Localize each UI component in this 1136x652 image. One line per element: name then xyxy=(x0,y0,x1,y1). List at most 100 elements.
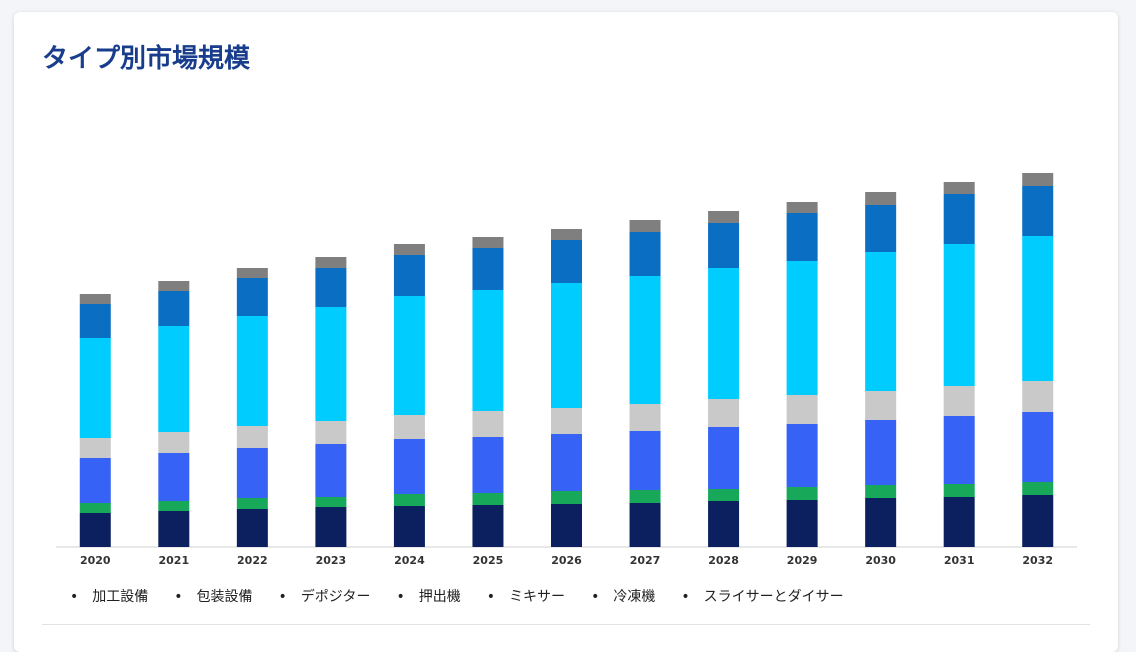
bar-segment xyxy=(158,432,190,453)
page: タイプ別市場規模 加工設備 包装設備 デポジター 押出機 ミキサー 冷凍機 スライサーとダイ… xyxy=(0,0,1136,633)
bar-segment xyxy=(315,507,347,547)
legend-entry: 包装設備 xyxy=(174,586,253,606)
bar-segment xyxy=(551,240,582,283)
bar-segment xyxy=(393,506,425,547)
bar-segment xyxy=(79,513,111,547)
bar-segment xyxy=(1022,186,1054,236)
bar-segment xyxy=(472,437,504,493)
x-tick-label: 2026 xyxy=(551,554,582,567)
bar-segment xyxy=(943,484,975,497)
bar-segment xyxy=(79,503,111,513)
x-tick-label: 2028 xyxy=(708,554,739,567)
bar-segment xyxy=(629,503,661,547)
x-tick-label: 2025 xyxy=(473,554,504,567)
bar-segment xyxy=(158,326,190,432)
bar-segment xyxy=(1022,412,1054,482)
bar-segment xyxy=(786,213,818,261)
bar-segment xyxy=(1022,236,1054,381)
bar-segment xyxy=(551,229,582,240)
bar-segment xyxy=(551,504,582,547)
bar-segment xyxy=(236,448,268,498)
bar-segment xyxy=(865,192,897,205)
bar-segment xyxy=(943,244,975,386)
legend-entry: スライサーとダイサー xyxy=(681,586,844,606)
bar-segment xyxy=(158,453,190,501)
bar-segment xyxy=(79,304,111,338)
bar-segment xyxy=(1022,381,1054,412)
chart-title: タイプ別市場規模 xyxy=(42,44,251,74)
legend-entry: デポジター xyxy=(279,586,371,606)
bar-segment xyxy=(393,439,425,494)
bar-segment xyxy=(551,283,582,408)
bar-segment xyxy=(865,420,897,485)
legend-entry: 冷凍機 xyxy=(591,586,655,606)
bar-segment xyxy=(708,489,740,501)
bar-segment xyxy=(1022,495,1054,547)
bar-segment xyxy=(472,290,504,411)
bar-segment xyxy=(393,296,425,415)
bar-segment xyxy=(551,408,582,434)
bar-segment xyxy=(629,232,661,276)
bar-segment xyxy=(472,248,504,290)
bar-segment xyxy=(786,424,818,487)
bar-segment xyxy=(629,220,661,232)
bar-segment xyxy=(236,278,268,316)
bar-segment xyxy=(708,211,740,223)
bar-segment xyxy=(158,511,190,547)
x-tick-label: 2024 xyxy=(394,554,425,567)
bar-segment xyxy=(708,223,740,268)
bar-segment xyxy=(551,491,582,504)
bar-segment xyxy=(865,252,897,391)
x-tick-label: 2021 xyxy=(158,554,189,567)
legend-entry: 押出機 xyxy=(397,586,461,606)
bar-segment xyxy=(79,458,111,503)
bar-segment xyxy=(943,416,975,484)
bar-segment xyxy=(1022,482,1054,495)
bar-segment xyxy=(708,427,740,489)
x-tick-label: 2022 xyxy=(237,554,268,567)
bar-segment xyxy=(158,281,190,291)
bar-segment xyxy=(865,205,897,252)
bar-segment xyxy=(551,434,582,491)
bar-segment xyxy=(786,500,818,547)
bar-segment xyxy=(708,268,740,399)
x-tick-label: 2030 xyxy=(865,554,896,567)
bar-segment xyxy=(472,237,504,248)
bar-segment xyxy=(315,444,347,497)
bar-segment xyxy=(472,493,504,505)
bar-segment xyxy=(943,497,975,547)
bar-segment xyxy=(315,421,347,444)
bar-segment xyxy=(943,386,975,416)
bar-segment xyxy=(315,497,347,507)
bar-segment xyxy=(708,399,740,427)
bar-segment xyxy=(158,291,190,326)
bar-segment xyxy=(865,485,897,498)
bar-segment xyxy=(629,490,661,503)
bar-segment xyxy=(865,498,897,547)
bar-segment xyxy=(393,255,425,296)
legend-entry: 加工設備 xyxy=(70,586,148,606)
bar-segment xyxy=(786,202,818,213)
bar-segment xyxy=(786,487,818,500)
bar-segment xyxy=(236,498,268,509)
bar-segment xyxy=(865,391,897,420)
bar-segment xyxy=(315,307,347,421)
bar-segment xyxy=(786,395,818,424)
bar-segment xyxy=(315,257,347,268)
bar-segment xyxy=(629,404,661,431)
x-tick-label: 2031 xyxy=(944,554,975,567)
x-tick-label: 2023 xyxy=(316,554,347,567)
bar-segment xyxy=(786,261,818,395)
bar-segment xyxy=(629,431,661,490)
bar-segment xyxy=(629,276,661,404)
bar-segment xyxy=(943,194,975,244)
chart: 2020 2021 2022 2023 2024 2025 2026 2027 2028 2029… xyxy=(56,173,1077,567)
legend-entry: ミキサー xyxy=(487,586,565,606)
bar-segment xyxy=(79,438,111,458)
bar-segment xyxy=(236,509,268,547)
bar-segment xyxy=(315,268,347,307)
x-tick-label: 2032 xyxy=(1022,554,1053,567)
bar-segment xyxy=(79,294,111,304)
bar-segment xyxy=(708,501,740,547)
bar-segment xyxy=(158,501,190,511)
